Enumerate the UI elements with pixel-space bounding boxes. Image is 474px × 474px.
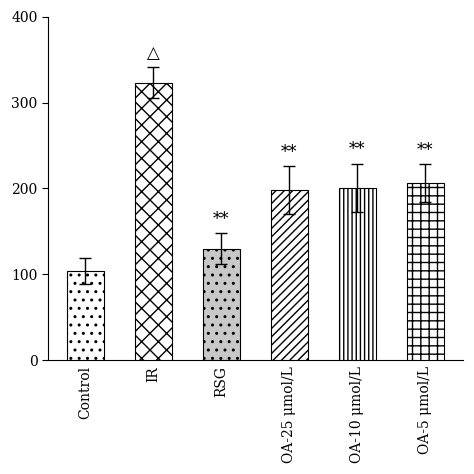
Text: **: ** xyxy=(417,142,434,159)
Text: **: ** xyxy=(349,141,365,158)
Text: **: ** xyxy=(213,211,230,228)
Bar xyxy=(407,183,444,360)
Text: △: △ xyxy=(147,45,160,62)
Bar xyxy=(271,190,308,360)
Bar xyxy=(135,83,172,360)
Bar xyxy=(338,188,376,360)
Bar xyxy=(67,271,104,360)
Text: **: ** xyxy=(281,144,298,161)
Bar xyxy=(203,249,240,360)
